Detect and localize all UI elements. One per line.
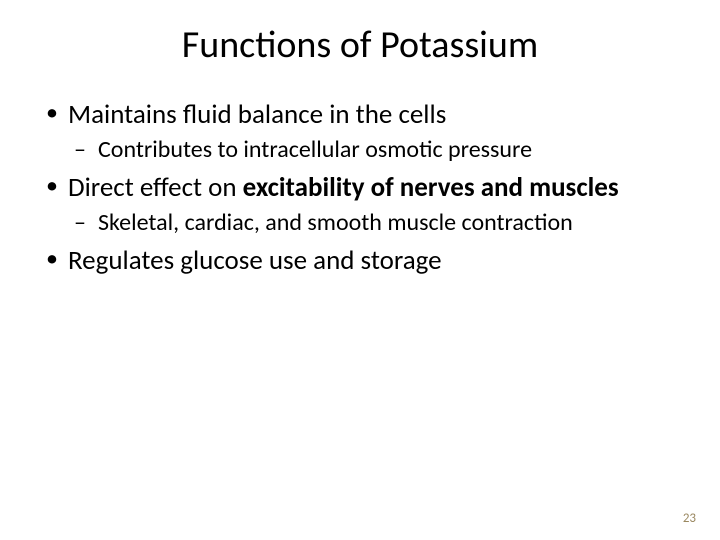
sub-bullet-item: Contributes to intracellular osmotic pre… <box>68 134 680 165</box>
sub-bullet-list: Contributes to intracellular osmotic pre… <box>68 134 680 165</box>
bullet-text-prefix: Direct effect on <box>68 171 243 204</box>
slide: Functions of Potassium Maintains fluid b… <box>0 0 720 540</box>
sub-bullet-text: Contributes to intracellular osmotic pre… <box>98 135 532 164</box>
bullet-text: Regulates glucose use and storage <box>68 244 442 277</box>
slide-title: Functions of Potassium <box>0 0 720 78</box>
bullet-item: Direct effect on excitability of nerves … <box>40 171 680 238</box>
bullet-text-bold: excitability of nerves and muscles <box>243 171 619 204</box>
sub-bullet-list: Skeletal, cardiac, and smooth muscle con… <box>68 207 680 238</box>
bullet-item: Regulates glucose use and storage <box>40 244 680 278</box>
slide-body: Maintains fluid balance in the cells Con… <box>0 78 720 278</box>
sub-bullet-item: Skeletal, cardiac, and smooth muscle con… <box>68 207 680 238</box>
sub-bullet-text: Skeletal, cardiac, and smooth muscle con… <box>98 208 573 237</box>
bullet-text: Maintains fluid balance in the cells <box>68 98 446 131</box>
page-number: 23 <box>683 511 696 526</box>
bullet-list: Maintains fluid balance in the cells Con… <box>40 98 680 278</box>
bullet-item: Maintains fluid balance in the cells Con… <box>40 98 680 165</box>
